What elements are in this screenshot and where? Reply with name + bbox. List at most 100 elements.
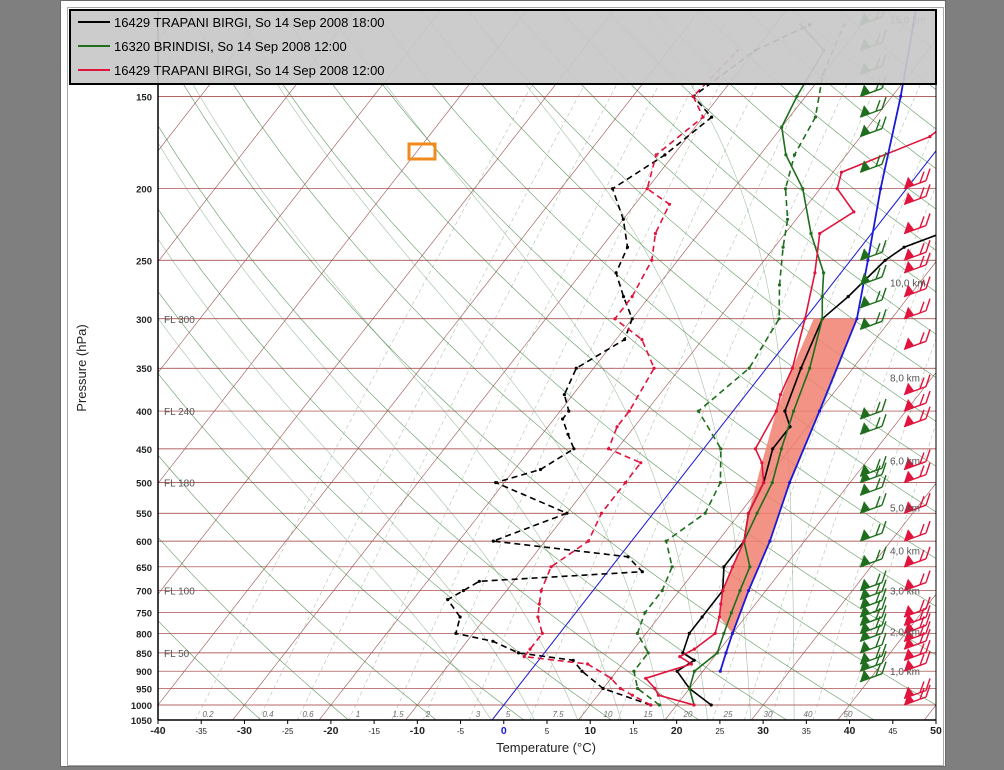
data-point — [681, 651, 685, 655]
wind-barb — [903, 628, 931, 650]
dry-adiabat-line — [158, 454, 437, 720]
data-point — [777, 283, 782, 287]
data-point — [738, 589, 742, 593]
height-label: 4,0 km — [890, 547, 920, 558]
data-point — [657, 703, 662, 707]
data-point — [717, 615, 722, 619]
data-point — [599, 511, 604, 515]
data-point — [646, 651, 650, 655]
data-point — [664, 539, 668, 543]
wind-barb — [903, 650, 931, 672]
x-tick-label: 45 — [888, 727, 897, 736]
data-point — [746, 511, 751, 515]
data-point — [580, 669, 584, 673]
data-point — [703, 511, 707, 515]
wind-barb — [903, 684, 931, 706]
data-point — [747, 366, 751, 370]
data-point — [621, 295, 626, 299]
data-point — [724, 651, 728, 655]
wind-barb — [903, 213, 931, 235]
selection-marker[interactable] — [407, 142, 437, 161]
data-point — [774, 409, 778, 413]
mixing-ratio-label: 40 — [804, 710, 813, 719]
data-point — [653, 231, 658, 236]
mixing-ratio-line — [258, 10, 626, 720]
y-tick-label: 600 — [136, 537, 152, 548]
wind-barb — [859, 414, 887, 435]
data-point — [722, 631, 726, 636]
data-point — [792, 409, 796, 413]
mixing-ratio-label: 50 — [844, 710, 853, 719]
data-point — [615, 425, 619, 429]
data-point — [574, 366, 578, 370]
data-point — [692, 703, 696, 707]
skew-t-chart: 1502002503003504004505005506006507007508… — [69, 9, 942, 755]
data-point — [675, 669, 679, 673]
dry-adiabat-line — [467, 10, 936, 422]
data-point — [656, 693, 661, 697]
mixing-ratio-label: 15 — [644, 710, 653, 719]
x-tick-label: -20 — [323, 725, 338, 737]
dry-adiabat-line — [513, 10, 936, 378]
dry-adiabat-line — [158, 537, 350, 720]
dry-adiabat-line — [560, 10, 936, 335]
data-point — [606, 447, 611, 451]
data-point — [691, 94, 695, 98]
data-point — [799, 366, 803, 370]
data-point — [561, 417, 565, 421]
data-point — [731, 565, 735, 569]
wind-barb — [859, 398, 887, 420]
height-label: 2,0 km — [890, 627, 920, 638]
y-tick-label: 300 — [136, 315, 152, 326]
mixing-ratio-label: 5 — [506, 710, 511, 719]
wind-barb — [859, 570, 887, 592]
data-point — [630, 693, 635, 697]
data-point — [779, 447, 784, 451]
y-tick-label: 650 — [136, 563, 152, 574]
wind-barb — [903, 640, 931, 661]
moist-adiabat-line — [158, 238, 535, 720]
mixing-ratio-line — [770, 240, 936, 720]
data-point — [715, 651, 719, 655]
y-tick-label: 850 — [136, 649, 152, 660]
chart-panel: 150 200 250 300 350 400 450 500 550 600 650 700 750 8… — [67, 7, 944, 766]
x-tick-label: -10 — [410, 725, 425, 737]
data-point — [783, 187, 788, 191]
isotherm-line — [664, 372, 936, 720]
data-point — [781, 245, 785, 249]
data-point — [692, 658, 696, 662]
dry-adiabat-line — [606, 10, 936, 293]
isotherm-line — [158, 10, 269, 152]
mixing-ratio-line — [617, 10, 911, 720]
wind-barb — [859, 546, 887, 568]
mixing-ratio-line — [672, 47, 936, 720]
isotherm-line — [923, 704, 936, 720]
height-label: 1,0 km — [890, 667, 920, 678]
data-point — [786, 217, 790, 221]
data-point — [719, 447, 723, 451]
y-tick-label: 450 — [136, 445, 152, 456]
data-point — [713, 631, 717, 636]
data-point — [780, 125, 784, 129]
data-point — [678, 655, 682, 659]
data-point — [644, 676, 648, 680]
zero-isotherm — [491, 150, 936, 720]
data-point — [839, 170, 844, 174]
isotherm-line — [405, 39, 936, 720]
data-point — [621, 217, 625, 221]
dry-adiabat-line — [158, 290, 612, 720]
wind-barb — [859, 520, 887, 542]
wind-barb — [859, 240, 887, 261]
x-tick-label: -5 — [457, 727, 465, 736]
data-point — [536, 615, 540, 619]
wind-barb — [903, 546, 931, 568]
mixing-ratio-label: 30 — [764, 710, 773, 719]
dry-adiabat-line — [420, 10, 936, 467]
mixing-ratio-label: 10 — [604, 710, 613, 719]
flight-level-label: FL 240 — [164, 407, 195, 418]
data-point — [567, 409, 571, 413]
wind-barb — [903, 449, 931, 471]
data-point — [747, 589, 751, 593]
x-tick-label: 35 — [802, 727, 811, 736]
height-label: 8,0 km — [890, 373, 920, 384]
